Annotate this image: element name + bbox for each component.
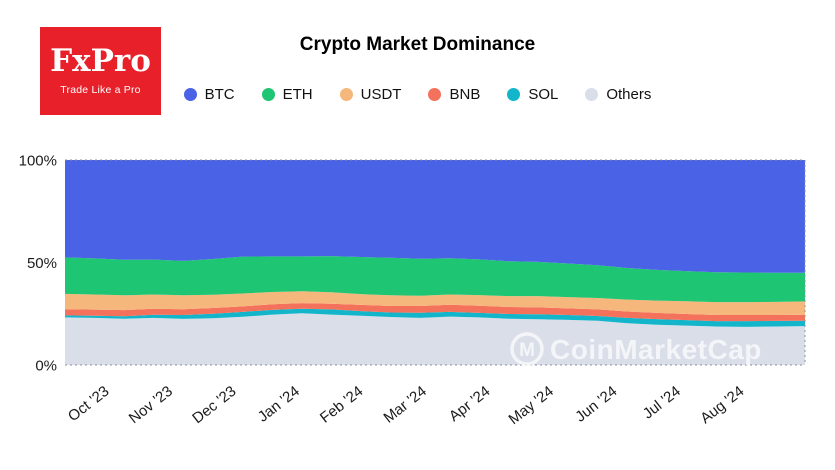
area-eth [65,256,805,303]
x-axis-label: Mar '24 [380,383,430,427]
y-axis-label: 100% [19,153,57,170]
y-axis-label: 50% [27,255,57,272]
legend-item-btc[interactable]: BTC [183,86,235,103]
m-in-circle-icon [510,332,544,366]
legend-dot-icon [183,88,197,101]
x-axis-label: Jun '24 [572,383,620,426]
fxpro-brand-text: FxPro [50,43,151,79]
x-axis-label: Nov '23 [126,383,176,427]
x-axis-label: Aug '24 [697,383,747,427]
area-others [65,313,805,365]
m-in-circle-icon-letter: M [519,340,535,361]
fxpro-tagline: Trade Like a Pro [60,84,141,96]
x-axis-label: Jan '24 [255,383,303,426]
x-axis-label: Apr '24 [446,383,494,425]
legend-label: BTC [204,86,235,103]
watermark-text: CoinMarketCap [550,334,762,365]
x-axis-label: Feb '24 [317,383,367,427]
legend-dot-icon [428,88,442,101]
area-bnb [65,303,805,322]
legend-label: BNB [449,86,481,103]
legend-label: USDT [360,86,402,103]
legend-item-others[interactable]: Others [585,86,651,103]
legend-dot-icon [339,88,353,101]
legend-item-sol[interactable]: SOL [507,86,558,103]
legend-dot-icon [261,88,275,101]
x-axis-label: Jul '24 [640,383,684,423]
x-axis-label: Oct '23 [65,383,113,425]
legend-item-eth[interactable]: ETH [261,86,313,103]
y-axis-label: 0% [35,358,57,375]
legend-item-bnb[interactable]: BNB [428,86,480,103]
legend-label: ETH [282,86,313,103]
area-usdt [65,291,805,315]
legend-item-usdt[interactable]: USDT [339,86,402,103]
legend-dot-icon [585,88,599,101]
area-sol [65,308,805,327]
fxpro-logo: FxPro Trade Like a Pro [40,27,161,115]
area-btc [65,160,805,273]
x-axis-label: Dec '23 [189,383,239,427]
coinmarketcap-watermark: M CoinMarketCap [510,332,762,366]
chart-title: Crypto Market Dominance [299,34,536,55]
legend-dot-icon [507,88,521,101]
legend-label: SOL [528,86,559,103]
legend: BTC ETH USDT BNB SOL Others [0,86,835,103]
x-axis-label: May '24 [505,383,556,428]
legend-label: Others [606,86,652,103]
